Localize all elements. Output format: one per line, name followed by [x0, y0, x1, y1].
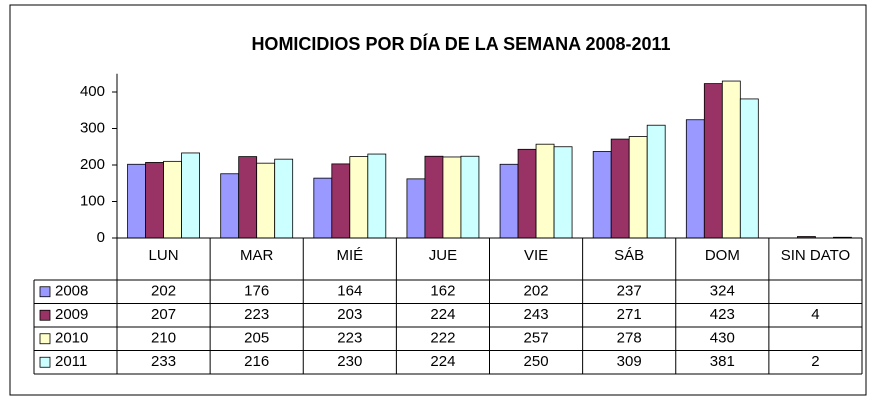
bar [535, 143, 555, 239]
y-tick-label: 300 [80, 119, 105, 136]
x-tick-label: MAR [240, 247, 274, 264]
bar [739, 98, 759, 239]
bar [256, 162, 276, 239]
chart-title: HOMICIDIOS POR DÍA DE LA SEMANA 2008-201… [251, 33, 670, 54]
bar [181, 152, 200, 239]
table-cell: 164 [337, 283, 362, 300]
bar [592, 151, 612, 239]
legend-label: 2010 [55, 330, 88, 347]
table-cell: 202 [151, 283, 176, 300]
y-tick-label: 400 [80, 83, 105, 100]
table-cell: 224 [430, 353, 455, 370]
bar [424, 155, 444, 239]
table-cell: 430 [710, 330, 735, 347]
table-cell: 237 [617, 283, 642, 300]
bar [238, 156, 258, 239]
table-cell: 203 [337, 306, 362, 323]
bar [367, 153, 387, 239]
table-cell: 223 [337, 330, 362, 347]
bar [460, 155, 480, 239]
bar [406, 178, 426, 239]
table-cell: 210 [151, 330, 176, 347]
bar [553, 146, 573, 239]
legend-label: 2008 [55, 283, 88, 300]
table-cell: 309 [617, 353, 642, 370]
bar [331, 163, 351, 239]
table-cell: 207 [151, 306, 176, 323]
bar [349, 156, 369, 239]
y-tick-label: 0 [97, 229, 105, 246]
table-cell: 250 [524, 353, 549, 370]
bar [442, 156, 462, 239]
legend-swatch [39, 286, 51, 298]
table-cell: 222 [430, 330, 455, 347]
table-cell: 257 [524, 330, 549, 347]
bar [313, 177, 333, 239]
bar [220, 173, 240, 239]
table-cell: 2 [811, 353, 819, 370]
bar [145, 162, 164, 239]
legend-label: 2011 [55, 353, 87, 370]
bar [274, 158, 294, 239]
x-tick-label: JUE [429, 247, 457, 264]
bar [163, 160, 182, 239]
bar [646, 124, 666, 239]
x-tick-label: SÁB [614, 247, 644, 264]
table-cell: 223 [244, 306, 269, 323]
legend-swatch [39, 356, 51, 368]
bar [517, 148, 537, 239]
bar [721, 80, 741, 239]
table-cell: 162 [430, 283, 455, 300]
bar [499, 163, 519, 239]
table-cell: 381 [710, 353, 735, 370]
legend-swatch [39, 309, 51, 321]
table-cell: 271 [617, 306, 642, 323]
y-tick-label: 200 [80, 156, 105, 173]
bar [685, 119, 705, 239]
table-cell: 4 [811, 306, 819, 323]
table-cell: 230 [337, 353, 362, 370]
table-cell: 205 [244, 330, 269, 347]
x-tick-label: DOM [705, 247, 740, 264]
bar [703, 83, 723, 239]
legend-swatch [39, 333, 51, 345]
table-cell: 216 [244, 353, 269, 370]
table-cell: 324 [710, 283, 735, 300]
table-cell: 233 [151, 353, 176, 370]
x-tick-label: MIÉ [336, 247, 363, 264]
x-tick-label: VIE [524, 247, 548, 264]
table-cell: 278 [617, 330, 642, 347]
bar [127, 163, 146, 239]
bar [628, 136, 648, 239]
table-cell: 224 [430, 306, 455, 323]
y-tick-label: 100 [80, 192, 105, 209]
x-tick-label: SIN DATO [781, 247, 850, 264]
legend-label: 2009 [55, 306, 88, 323]
bar [610, 138, 630, 239]
table-cell: 423 [710, 306, 735, 323]
table-cell: 202 [524, 283, 549, 300]
table-cell: 176 [244, 283, 269, 300]
x-tick-label: LUN [149, 247, 179, 264]
table-cell: 243 [524, 306, 549, 323]
